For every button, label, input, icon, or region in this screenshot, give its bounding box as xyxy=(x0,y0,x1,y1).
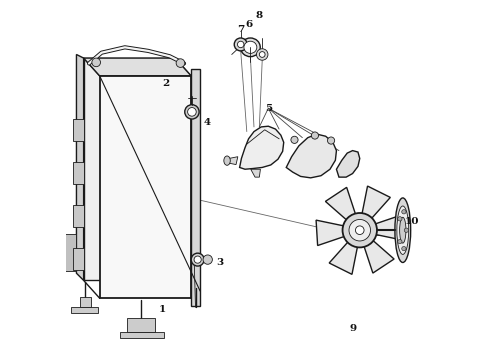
Circle shape xyxy=(256,49,268,60)
Text: 3: 3 xyxy=(216,258,223,267)
Polygon shape xyxy=(227,157,238,165)
Ellipse shape xyxy=(395,198,411,262)
Circle shape xyxy=(188,108,196,116)
Polygon shape xyxy=(71,307,98,313)
Polygon shape xyxy=(316,220,352,246)
Text: 7: 7 xyxy=(237,25,245,34)
Circle shape xyxy=(259,51,265,57)
Circle shape xyxy=(234,38,247,51)
Polygon shape xyxy=(362,235,394,273)
Circle shape xyxy=(311,132,318,139)
Circle shape xyxy=(349,220,370,241)
Polygon shape xyxy=(64,234,76,271)
Text: 2: 2 xyxy=(163,79,170,88)
Polygon shape xyxy=(84,58,191,76)
Polygon shape xyxy=(73,205,84,226)
Circle shape xyxy=(402,210,406,214)
Polygon shape xyxy=(84,58,175,280)
Text: 6: 6 xyxy=(245,19,252,28)
Ellipse shape xyxy=(244,41,257,53)
Ellipse shape xyxy=(241,38,260,57)
Circle shape xyxy=(398,239,402,244)
Text: 1: 1 xyxy=(159,305,166,314)
Circle shape xyxy=(398,217,402,221)
Text: 5: 5 xyxy=(265,104,272,113)
Polygon shape xyxy=(251,169,260,177)
Polygon shape xyxy=(80,297,91,307)
Polygon shape xyxy=(286,134,337,178)
Circle shape xyxy=(291,136,298,143)
Circle shape xyxy=(402,247,406,251)
Polygon shape xyxy=(73,162,84,184)
Circle shape xyxy=(92,58,100,67)
Polygon shape xyxy=(73,248,84,270)
Circle shape xyxy=(327,137,335,144)
Polygon shape xyxy=(191,69,200,306)
Polygon shape xyxy=(73,119,84,140)
Polygon shape xyxy=(361,186,391,224)
Polygon shape xyxy=(337,150,360,177)
Circle shape xyxy=(194,256,201,263)
Text: 4: 4 xyxy=(204,118,211,127)
Circle shape xyxy=(191,253,204,266)
Polygon shape xyxy=(325,187,358,225)
Circle shape xyxy=(355,226,364,234)
Ellipse shape xyxy=(400,217,406,243)
Polygon shape xyxy=(368,215,403,240)
Polygon shape xyxy=(127,318,155,332)
Ellipse shape xyxy=(397,206,409,255)
Ellipse shape xyxy=(224,156,230,165)
Circle shape xyxy=(176,59,185,67)
Circle shape xyxy=(343,213,377,247)
Text: 9: 9 xyxy=(349,324,356,333)
Polygon shape xyxy=(76,54,84,280)
Polygon shape xyxy=(100,76,191,298)
Polygon shape xyxy=(120,332,164,338)
Circle shape xyxy=(238,41,244,48)
Circle shape xyxy=(185,105,199,119)
Text: 8: 8 xyxy=(256,10,263,19)
Polygon shape xyxy=(240,126,284,169)
Circle shape xyxy=(203,255,212,264)
Circle shape xyxy=(404,228,409,232)
Text: 10: 10 xyxy=(405,217,419,226)
Polygon shape xyxy=(329,236,359,274)
